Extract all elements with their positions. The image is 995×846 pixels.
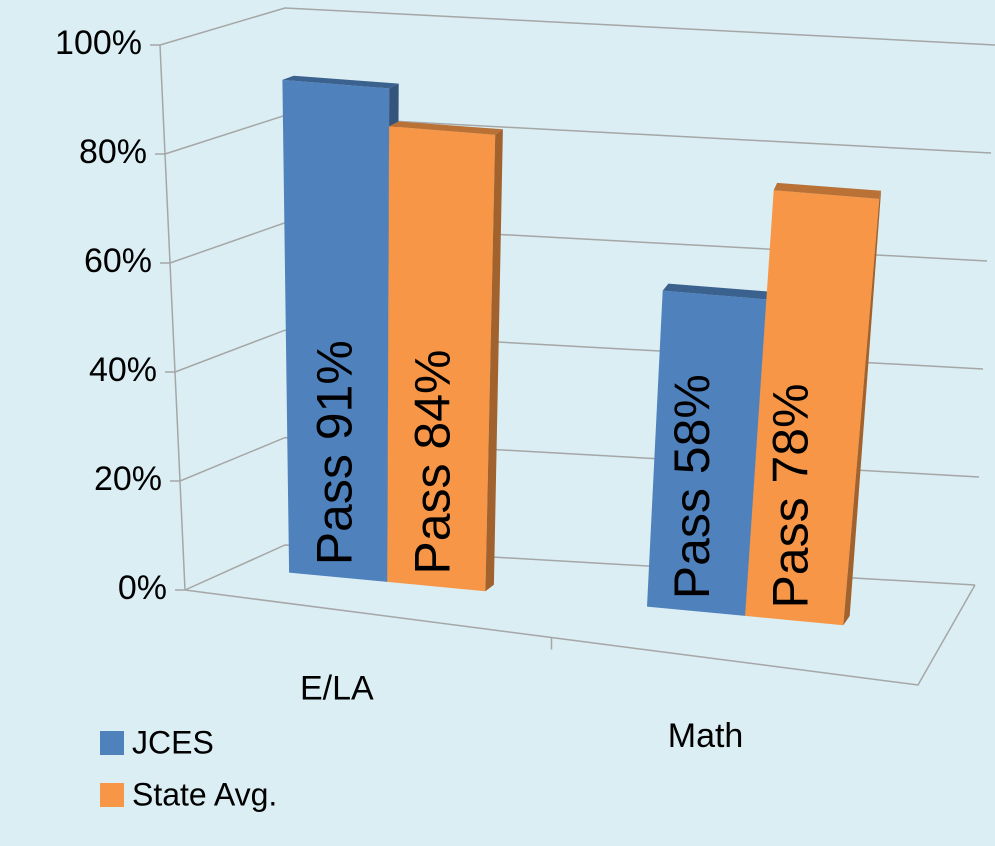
y-tick-label: 60% bbox=[84, 242, 152, 280]
bar-top bbox=[662, 283, 771, 300]
bar bbox=[745, 182, 882, 626]
legend-swatch bbox=[100, 731, 124, 755]
legend-label: JCES bbox=[132, 724, 214, 760]
bar-front bbox=[745, 190, 880, 626]
bar bbox=[387, 121, 503, 592]
bar-front bbox=[647, 290, 767, 616]
bar-front bbox=[387, 126, 496, 592]
data-label: Pass 78% bbox=[762, 383, 818, 608]
data-label: Pass 84% bbox=[405, 349, 461, 574]
y-tick-label: 20% bbox=[94, 460, 162, 498]
x-tick-label: E/LA bbox=[300, 669, 374, 707]
bar-top bbox=[773, 182, 882, 199]
y-axis bbox=[159, 44, 186, 591]
data-label: Pass 91% bbox=[306, 340, 362, 565]
legend-label: State Avg. bbox=[132, 776, 277, 812]
bar-top bbox=[389, 121, 503, 135]
bar-top bbox=[282, 75, 399, 89]
bar-side bbox=[843, 190, 882, 626]
data-label: Pass 58% bbox=[664, 374, 720, 599]
bar-side bbox=[485, 129, 503, 592]
y-tick-label: 100% bbox=[55, 24, 142, 62]
bar-front bbox=[282, 79, 390, 582]
y-tick-label: 0% bbox=[118, 569, 167, 607]
legend-swatch bbox=[100, 783, 124, 807]
grid-line bbox=[159, 7, 995, 46]
y-tick-label: 40% bbox=[89, 351, 157, 389]
floor-edge bbox=[184, 584, 976, 686]
y-tick-label: 80% bbox=[79, 133, 147, 171]
x-tick-label: Math bbox=[668, 717, 744, 755]
